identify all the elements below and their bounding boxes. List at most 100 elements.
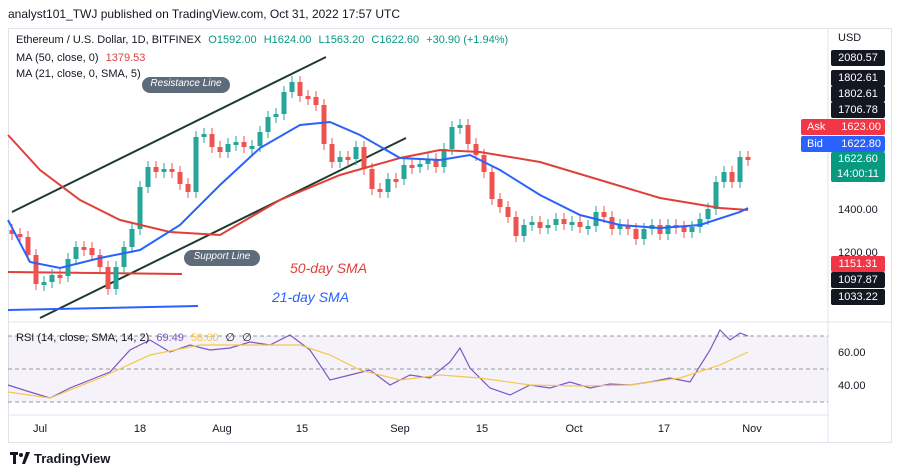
candle-body — [177, 172, 183, 184]
candle-body — [329, 144, 335, 162]
price-tag-1: 2080.57 — [831, 50, 885, 66]
rsi-sma-value: 58.60 — [190, 332, 219, 344]
candle-body — [185, 184, 191, 192]
candle-body — [49, 275, 55, 282]
candle-body — [577, 222, 583, 227]
tradingview-brand[interactable]: TradingView — [34, 451, 111, 466]
candle-body — [345, 157, 351, 160]
change-value: +30.90 (+1.94%) — [426, 34, 509, 46]
candle-body — [145, 167, 151, 187]
candle-body — [537, 222, 543, 228]
candle-body — [257, 132, 263, 146]
symbol-label[interactable]: Ethereum / U.S. Dollar, 1D, BITFINEX — [16, 34, 202, 46]
chart-frame[interactable] — [8, 28, 892, 443]
sma21-annotation: 21-day SMA — [272, 289, 350, 305]
bid-tag: Bid 1622.80 — [801, 136, 885, 152]
time-axis-label: 15 — [476, 423, 488, 435]
candle-body — [521, 225, 527, 236]
ma50-value: 1379.53 — [105, 52, 146, 64]
candle-body — [545, 225, 551, 228]
price-tag-low-3: 1033.22 — [831, 289, 885, 305]
support-line-callout: Support Line — [184, 250, 260, 266]
candle-body — [385, 179, 391, 192]
candle-body — [81, 247, 87, 250]
horizontal-support — [7, 305, 199, 311]
high-value: H1624.00 — [263, 34, 312, 46]
candle-body — [657, 225, 663, 234]
candle-body — [297, 82, 303, 96]
candle-body — [225, 144, 231, 152]
rsi-tick-label: 60.00 — [838, 347, 866, 359]
candle-body — [321, 105, 327, 144]
candle-body — [9, 230, 15, 234]
candle-body — [721, 172, 727, 182]
ma21-line — [7, 120, 749, 270]
legend-ma50-row[interactable]: MA (50, close, 0) 1379.53 — [16, 52, 145, 64]
last-price-tag: 1622.60 14:00:11 — [831, 152, 885, 182]
candle-body — [153, 167, 159, 172]
ma50-line — [7, 134, 749, 237]
candle-body — [265, 117, 271, 132]
candle-body — [601, 212, 607, 217]
candle-body — [465, 125, 471, 144]
currency-label: USD — [838, 32, 862, 44]
candle-body — [529, 222, 535, 225]
candle-body — [377, 189, 383, 192]
rsi-label: RSI (14, close, SMA, 14, 2) — [16, 332, 150, 344]
candle-body — [105, 267, 111, 289]
candle-body — [393, 179, 399, 182]
candle-body — [241, 142, 247, 147]
candle-body — [569, 222, 575, 225]
candle-body — [625, 225, 631, 229]
candle-body — [737, 157, 743, 182]
candle-body — [129, 229, 135, 247]
candle-body — [57, 275, 63, 278]
legend-ma21-row[interactable]: MA (21, close, 0, SMA, 5) — [16, 68, 141, 80]
candle-body — [441, 149, 447, 167]
rsi-tick-label: 40.00 — [838, 380, 866, 392]
candle-body — [713, 182, 719, 209]
candle-body — [641, 229, 647, 239]
candle-body — [489, 172, 495, 199]
candle-body — [289, 82, 295, 92]
candle-body — [681, 227, 687, 232]
candle-body — [369, 169, 375, 189]
candle-body — [481, 155, 487, 172]
time-axis-label: Jul — [33, 423, 47, 435]
candle-body — [401, 165, 407, 179]
time-axis-label: Aug — [212, 423, 232, 435]
candle-body — [473, 144, 479, 155]
rsi-value: 69.49 — [156, 332, 184, 344]
price-tag-3: 1802.61 — [831, 86, 885, 102]
low-value: L1563.20 — [318, 34, 365, 46]
rsi-sma-line — [7, 344, 749, 399]
candle-body — [161, 169, 167, 172]
candle-body — [585, 226, 591, 229]
candle-body — [665, 225, 671, 234]
close-value: C1622.60 — [371, 34, 420, 46]
candle-body — [41, 282, 47, 285]
candle-body — [409, 165, 415, 168]
ma50-label: MA (50, close, 0) — [16, 52, 99, 64]
footer: TradingView — [0, 446, 900, 474]
resistance-trendline — [11, 56, 327, 213]
open-value: O1592.00 — [208, 34, 257, 46]
time-axis-label: 15 — [296, 423, 308, 435]
time-axis-label: 17 — [658, 423, 670, 435]
candle-body — [17, 234, 23, 237]
candle-body — [729, 172, 735, 182]
candle-body — [617, 225, 623, 229]
legend-rsi-row[interactable]: RSI (14, close, SMA, 14, 2) 69.49 58.60 … — [16, 331, 252, 344]
candle-body — [433, 159, 439, 167]
ask-tag: Ask 1623.00 — [801, 119, 885, 135]
candle-body — [497, 199, 503, 207]
candle-body — [273, 114, 279, 117]
candle-body — [745, 157, 751, 160]
candle-body — [561, 219, 567, 224]
candle-body — [689, 227, 695, 232]
price-tag-4: 1706.78 — [831, 102, 885, 118]
candle-body — [505, 207, 511, 217]
price-tag-2: 1802.61 — [831, 70, 885, 86]
candle-body — [233, 142, 239, 145]
